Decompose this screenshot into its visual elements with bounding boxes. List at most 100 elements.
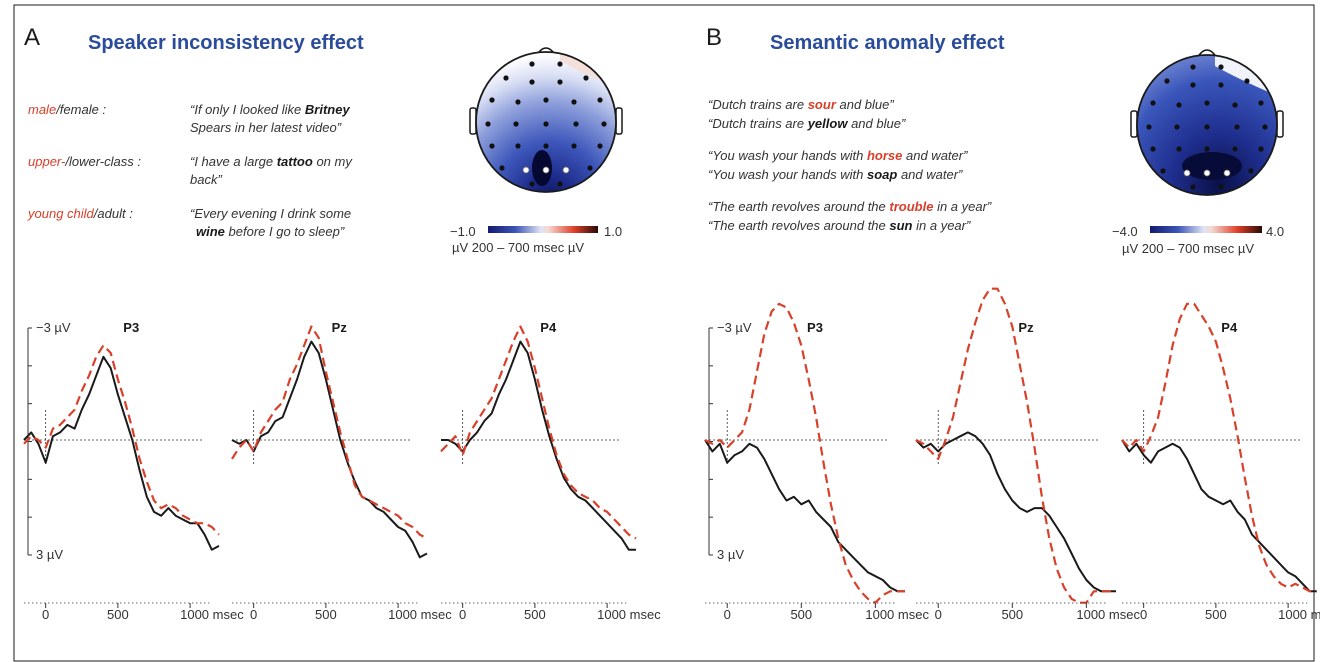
series-line-solid (915, 431, 1116, 593)
electrode-dot (1146, 124, 1152, 130)
series-line-solid (441, 340, 636, 551)
series-line-dashed (231, 325, 428, 540)
erp-plot-p3: −3 µV 3 µV P3 0 500 1000 msec (23, 320, 244, 622)
x-tick-label: 1000 msec (865, 607, 929, 622)
sentence-line: Spears in her latest video” (190, 120, 342, 135)
x-tick-label: 1000 msec (180, 607, 244, 622)
head-topo-core (532, 150, 552, 186)
electrode-dot (1160, 168, 1166, 174)
x-tick-label: 1000 msec (388, 607, 452, 622)
scale-max: 1.0 (604, 224, 622, 239)
electrode-dot (543, 143, 549, 149)
electrode-dot (583, 75, 589, 81)
electrode-dot (489, 143, 495, 149)
x-tick-label: 0 (459, 607, 466, 622)
head-ear-left (469, 107, 477, 135)
electrode-dot (1204, 124, 1210, 130)
electrode-dot (601, 121, 607, 127)
series-line-solid (1121, 439, 1317, 593)
erp-plot-p4: P4 0 500 1000 msec (1121, 302, 1320, 622)
scalp-map-a (469, 47, 623, 193)
electrode-dot (1262, 124, 1268, 130)
series-line-dashed (23, 344, 220, 536)
sentence-line: wine before I go to sleep” (196, 224, 345, 239)
scalp-map-b (1130, 49, 1284, 196)
series-line-dashed (704, 302, 905, 604)
sentence-control: “Dutch trains are yellow and blue” (708, 116, 906, 131)
electrode-dot (587, 165, 593, 171)
condition-label: young child/adult : (27, 206, 133, 221)
electrode-dot (1176, 102, 1182, 108)
electrode-dot (557, 181, 563, 187)
x-tick-label: 500 (107, 607, 129, 622)
electrode-label: P4 (540, 320, 557, 335)
electrode-dot (1204, 146, 1210, 152)
electrode-dot (515, 99, 521, 105)
erp-plot-p4: P4 0 500 1000 msec (440, 320, 661, 622)
electrode-label: Pz (1018, 320, 1034, 335)
series-line-solid (231, 340, 428, 559)
head-ear-right (1276, 110, 1284, 138)
x-tick-label: 500 (790, 607, 812, 622)
electrode-dot (557, 79, 563, 85)
y-label-top: −3 µV (36, 320, 71, 335)
condition-label: upper-/lower-class : (28, 154, 141, 169)
x-tick-label: 0 (935, 607, 942, 622)
electrode-dot (1258, 146, 1264, 152)
head-topo-light (1215, 56, 1277, 96)
color-scale-a: −1.0 1.0 µV 200 – 700 msec µV (450, 224, 622, 255)
x-tick-label: 1000 msec (1076, 607, 1140, 622)
scale-min: −4.0 (1112, 224, 1138, 239)
electrode-dot (1150, 100, 1156, 106)
x-tick-label: 0 (250, 607, 257, 622)
erp-plot-p3: −3 µV 3 µV P3 0 500 1000 msec (704, 302, 929, 622)
electrode-dot (499, 165, 505, 171)
panel-letter-a: A (24, 24, 40, 51)
head-ear-right (615, 107, 623, 135)
electrode-highlight (1223, 169, 1231, 177)
x-tick-label: 500 (1001, 607, 1023, 622)
panel-b: B Semantic anomaly effect “Dutch trains … (706, 24, 1284, 256)
electrode-dots-b (1146, 64, 1268, 190)
sentence-control: “You wash your hands with soap and water… (708, 167, 963, 182)
scale-max: 4.0 (1266, 224, 1284, 239)
electrode-highlight (522, 166, 530, 174)
erp-plot-pz: Pz 0 500 1000 msec (915, 287, 1140, 622)
condition-label: male/female : (28, 102, 106, 117)
head-outline (1136, 54, 1278, 196)
y-label-bottom: 3 µV (717, 547, 744, 562)
head-topo-core (1182, 152, 1242, 180)
electrode-dot (529, 181, 535, 187)
head-ear-left (1130, 110, 1138, 138)
erp-plot-pz: Pz 0 500 1000 msec (231, 320, 452, 622)
x-tick-label: 1000 msec (597, 607, 661, 622)
electrode-dot (489, 97, 495, 103)
electrode-dot (503, 75, 509, 81)
x-tick-label: 0 (724, 607, 731, 622)
electrode-dot (573, 121, 579, 127)
panel-a-title: Speaker inconsistency effect (88, 32, 364, 54)
sentence-line: “If only I looked like Britney (190, 102, 350, 117)
electrode-dot (1204, 100, 1210, 106)
electrode-dot (1190, 82, 1196, 88)
electrode-dot (1244, 78, 1250, 84)
electrode-highlight (562, 166, 570, 174)
scale-caption: µV 200 – 700 msec µV (1122, 241, 1254, 256)
head-outline (475, 51, 617, 193)
electrode-dot (543, 121, 549, 127)
panel-letter-b: B (706, 24, 722, 51)
electrode-highlight (1183, 169, 1191, 177)
electrode-dot (515, 143, 521, 149)
sentence-anomalous: “Dutch trains are sour and blue” (708, 97, 894, 112)
electrode-label: P4 (1221, 320, 1238, 335)
electrode-dots-a (485, 61, 607, 187)
x-tick-label: 500 (524, 607, 546, 622)
electrode-label: P3 (123, 320, 139, 335)
series-line-dashed (440, 325, 637, 540)
electrode-dot (571, 99, 577, 105)
electrode-dot (1190, 64, 1196, 70)
series-line-dashed (915, 287, 1116, 604)
color-scale-bar (1150, 226, 1262, 233)
